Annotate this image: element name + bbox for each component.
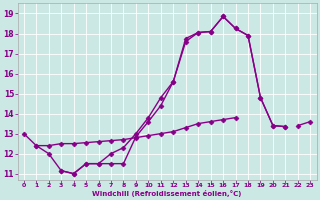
X-axis label: Windchill (Refroidissement éolien,°C): Windchill (Refroidissement éolien,°C) (92, 190, 242, 197)
